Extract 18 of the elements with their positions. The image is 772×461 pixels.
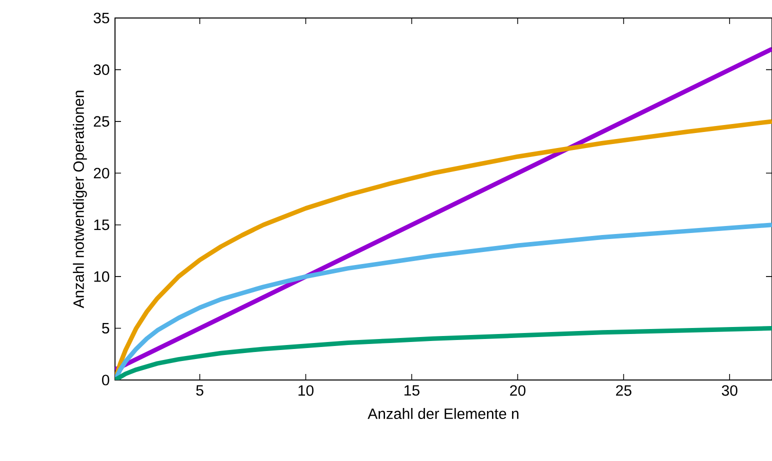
x-tick-label: 5 [196,385,204,396]
y-tick-label: 35 [94,12,110,24]
y-tick-label: 20 [94,168,110,178]
y-axis-title: Anzahl notwendiger Operationen [72,90,87,308]
line-series [115,326,772,380]
x-tick-label: 20 [510,385,526,396]
x-tick-label: 15 [404,385,420,396]
y-tick-label: 30 [94,64,110,76]
y-tick-label: 5 [102,323,110,334]
x-tick-label: 10 [298,385,314,396]
x-axis-title: Anzahl der Elemente n [368,408,518,420]
line-series [115,222,772,380]
y-tick-label: 25 [94,116,110,127]
y-tick-label: 15 [94,220,110,230]
x-tick-label: 30 [722,385,738,396]
y-tick-label: 0 [102,374,110,386]
x-tick-label: 25 [616,385,632,396]
y-tick-label: 10 [94,271,110,282]
